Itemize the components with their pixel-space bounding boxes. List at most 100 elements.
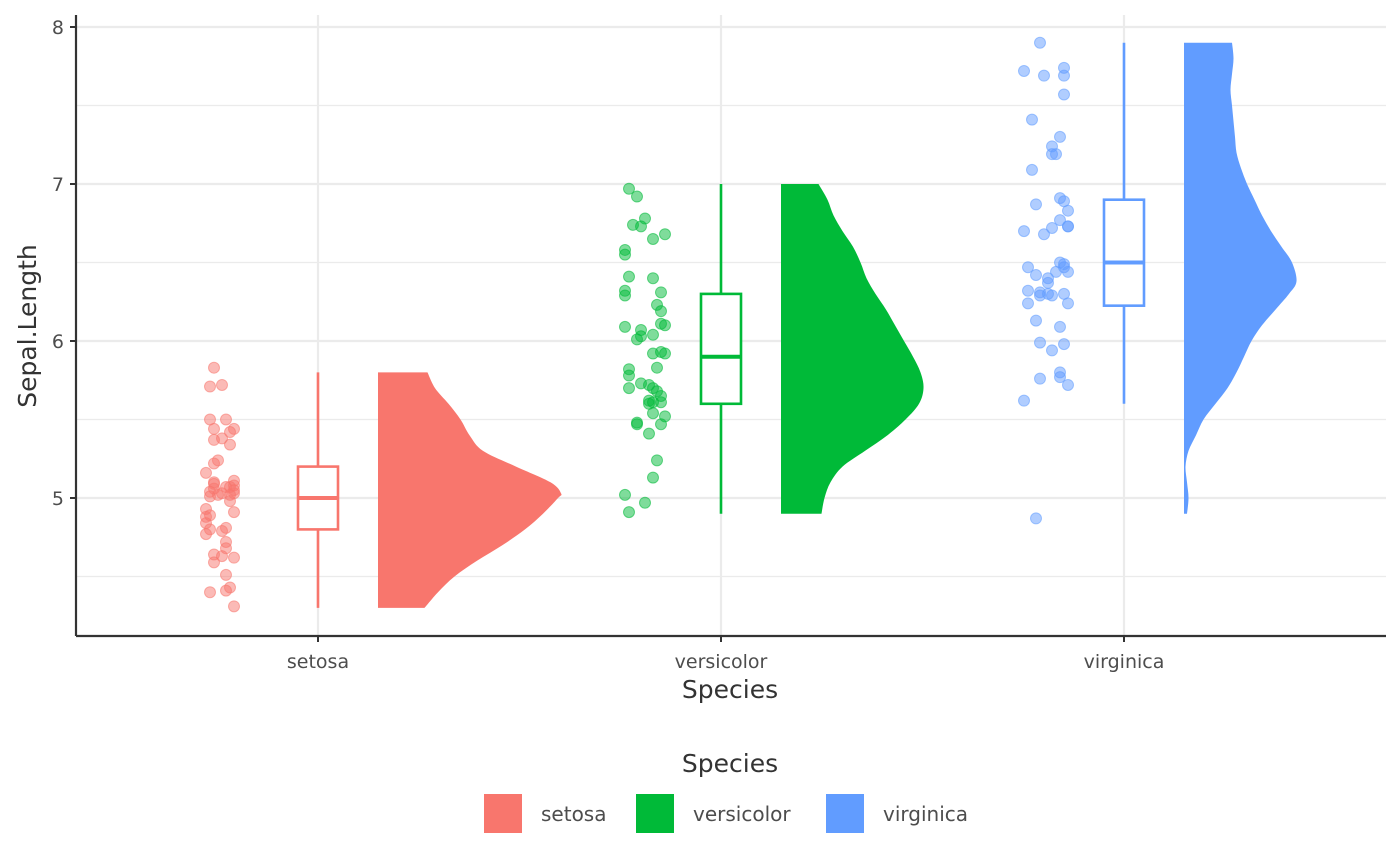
data-point-virginica	[1034, 36, 1046, 49]
data-point-virginica	[1054, 130, 1066, 143]
data-point-setosa	[228, 551, 240, 564]
data-point-setosa	[204, 380, 216, 393]
data-point-setosa	[228, 506, 240, 519]
data-point-virginica	[1042, 276, 1054, 289]
data-point-virginica	[1062, 378, 1074, 391]
x-axis-title: Species	[682, 675, 778, 704]
data-point-versicolor	[619, 248, 631, 261]
data-point-setosa	[216, 378, 228, 391]
data-point-virginica	[1046, 221, 1058, 234]
data-point-virginica	[1062, 220, 1074, 233]
data-point-virginica	[1018, 64, 1030, 77]
data-point-virginica	[1038, 228, 1050, 241]
data-point-virginica	[1046, 289, 1058, 302]
data-point-virginica	[1050, 148, 1062, 161]
x-tick-label: virginica	[1084, 651, 1165, 673]
density-cloud-setosa	[378, 372, 562, 608]
legend-swatch-setosa	[484, 794, 522, 833]
data-point-virginica	[1058, 69, 1070, 82]
y-tick-label: 7	[52, 174, 64, 196]
data-point-setosa	[204, 490, 216, 503]
data-point-versicolor	[623, 369, 635, 382]
x-ticks: setosa versicolor virginica	[287, 636, 1164, 673]
x-tick-label: versicolor	[675, 651, 768, 673]
data-point-virginica	[1058, 88, 1070, 101]
data-point-setosa	[220, 584, 232, 597]
data-point-setosa	[204, 586, 216, 599]
data-point-versicolor	[647, 407, 659, 420]
data-point-setosa	[208, 361, 220, 374]
data-point-virginica	[1034, 372, 1046, 385]
data-point-virginica	[1062, 204, 1074, 217]
data-point-versicolor	[619, 488, 631, 501]
x-tick-label: setosa	[287, 651, 349, 673]
data-point-virginica	[1046, 344, 1058, 357]
data-point-setosa	[208, 457, 220, 470]
data-point-versicolor	[647, 232, 659, 245]
box-virginica	[1102, 198, 1146, 307]
data-point-versicolor	[623, 382, 635, 395]
data-point-virginica	[1030, 269, 1042, 282]
data-point-virginica	[1050, 265, 1062, 278]
data-point-versicolor	[655, 305, 667, 318]
data-point-versicolor	[619, 289, 631, 302]
data-point-versicolor	[623, 182, 635, 195]
data-point-setosa	[208, 422, 220, 435]
data-point-setosa	[208, 433, 220, 446]
y-tick-label: 8	[52, 17, 64, 39]
density-clouds	[378, 42, 1297, 608]
data-point-versicolor	[659, 228, 671, 241]
data-point-versicolor	[647, 347, 659, 360]
boxplots	[296, 42, 1146, 608]
axes	[74, 15, 1386, 638]
legend-label-versicolor: versicolor	[693, 802, 791, 826]
data-point-versicolor	[659, 347, 671, 360]
y-ticks: 5 6 7 8	[52, 17, 76, 510]
data-point-versicolor	[643, 427, 655, 440]
data-point-versicolor	[631, 190, 643, 203]
y-tick-label: 5	[52, 488, 64, 510]
data-point-virginica	[1054, 371, 1066, 384]
data-point-versicolor	[647, 471, 659, 484]
data-point-versicolor	[647, 328, 659, 341]
data-point-versicolor	[639, 496, 651, 509]
data-point-virginica	[1054, 320, 1066, 333]
data-point-virginica	[1026, 113, 1038, 126]
data-point-versicolor	[635, 220, 647, 233]
data-point-virginica	[1022, 284, 1034, 297]
data-point-virginica	[1022, 261, 1034, 274]
data-point-virginica	[1030, 314, 1042, 327]
data-point-versicolor	[647, 272, 659, 285]
data-point-virginica	[1054, 214, 1066, 227]
box-versicolor	[699, 292, 743, 406]
y-tick-label: 6	[52, 331, 64, 353]
data-point-setosa	[200, 466, 212, 479]
legend-swatch-virginica	[826, 794, 864, 833]
legend-swatch-versicolor	[636, 794, 674, 833]
data-point-virginica	[1030, 198, 1042, 211]
data-point-virginica	[1022, 297, 1034, 310]
data-point-versicolor	[623, 506, 635, 519]
data-point-setosa	[216, 550, 228, 563]
data-point-versicolor	[619, 320, 631, 333]
data-point-virginica	[1030, 512, 1042, 525]
data-point-virginica	[1018, 225, 1030, 238]
data-point-setosa	[216, 524, 228, 537]
data-point-versicolor	[623, 270, 635, 283]
density-cloud-versicolor	[781, 184, 924, 514]
data-point-versicolor	[631, 333, 643, 346]
density-cloud-virginica	[1184, 42, 1297, 514]
legend: setosa versicolor virginica	[484, 794, 968, 833]
data-point-setosa	[228, 600, 240, 613]
data-point-versicolor	[655, 418, 667, 431]
data-point-setosa	[200, 528, 212, 541]
data-point-virginica	[1038, 69, 1050, 82]
data-point-virginica	[1034, 336, 1046, 349]
data-point-virginica	[1018, 394, 1030, 407]
data-point-setosa	[208, 556, 220, 569]
data-point-virginica	[1062, 297, 1074, 310]
jitter-points	[200, 36, 1074, 613]
data-point-setosa	[220, 568, 232, 581]
data-point-versicolor	[655, 286, 667, 299]
